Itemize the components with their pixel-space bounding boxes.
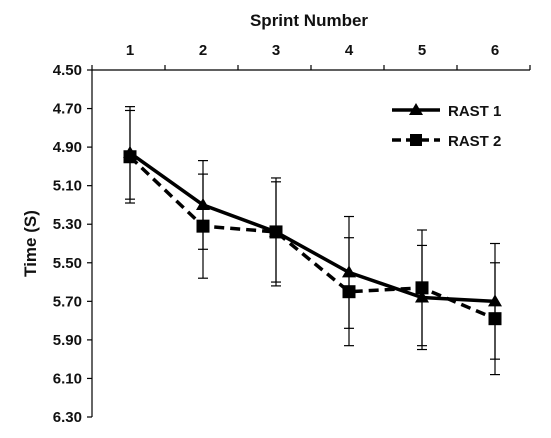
y-tick-label: 6.30 (53, 409, 82, 426)
legend-item-rast-2: RAST 2 (392, 133, 501, 150)
y-tick-label: 4.70 (53, 101, 82, 118)
x-axis-title: Sprint Number (250, 11, 368, 30)
square-marker (123, 150, 137, 164)
y-tick-label: 5.50 (53, 255, 82, 272)
x-tick-label: 3 (272, 42, 280, 59)
series-line (128, 155, 496, 321)
series-layer (123, 106, 502, 376)
legend-item-rast-1: RAST 1 (392, 103, 501, 120)
legend-square-marker (410, 134, 422, 146)
series-line (128, 151, 496, 304)
x-tick-label: 4 (345, 42, 354, 59)
series-rast-2 (123, 109, 502, 376)
legend-label-rast-1: RAST 1 (448, 103, 501, 120)
y-tick-label: 5.30 (53, 216, 82, 233)
square-marker (269, 225, 283, 239)
legend-triangle-marker (409, 103, 423, 115)
y-tick-label: 4.90 (53, 139, 82, 156)
y-axis-title: Time (S) (21, 210, 40, 277)
y-axis-ticks: 4.50 4.70 4.90 5.10 5.30 5.50 5.70 5.90 6.10 6.30 (53, 62, 92, 426)
x-axis-ticks: 1 2 3 4 5 6 (91, 42, 531, 70)
series-rast-1 (123, 106, 502, 360)
x-tick-label: 2 (199, 42, 207, 59)
square-marker (415, 281, 429, 295)
x-tick-label: 1 (126, 42, 134, 59)
square-marker (342, 285, 356, 299)
legend: RAST 1 RAST 2 (392, 103, 501, 150)
y-tick-label: 6.10 (53, 370, 82, 387)
y-tick-label: 5.90 (53, 332, 82, 349)
legend-label-rast-2: RAST 2 (448, 133, 501, 150)
y-tick-label: 4.50 (53, 62, 82, 79)
square-marker (488, 312, 502, 326)
x-tick-label: 6 (491, 42, 499, 59)
x-tick-label: 5 (418, 42, 426, 59)
square-marker (196, 219, 210, 233)
y-tick-label: 5.70 (53, 293, 82, 310)
y-tick-label: 5.10 (53, 178, 82, 195)
